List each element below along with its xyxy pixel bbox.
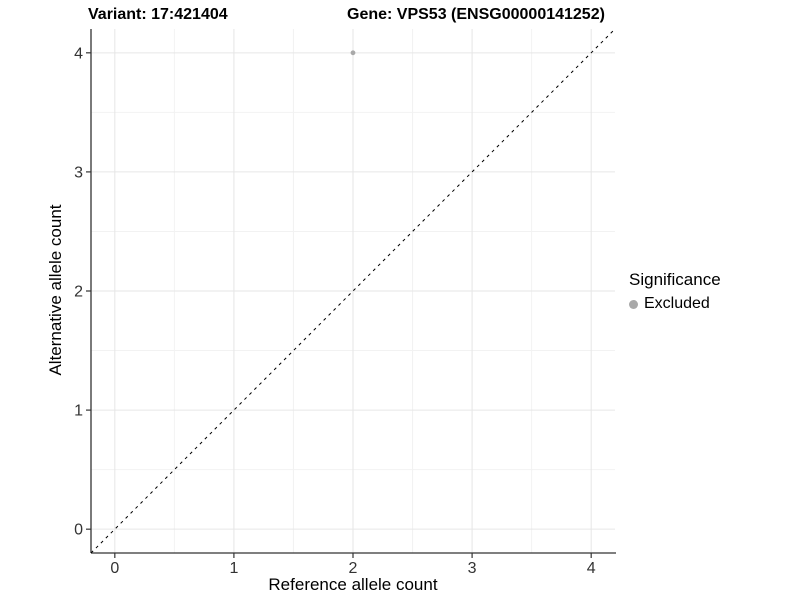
legend-title: Significance [629,270,721,289]
legend-entry: Excluded [629,295,721,313]
y-tick-label: 0 [74,522,83,539]
variant-title: Variant: 17:421404 [88,6,228,23]
gene-title: Gene: VPS53 (ENSG00000141252) [347,6,605,23]
x-tick-label: 1 [229,560,238,577]
y-tick-label: 1 [74,403,83,420]
x-tick-label: 3 [468,560,477,577]
y-axis-title: Alternative allele count [46,204,65,376]
x-tick-label: 4 [587,560,596,577]
x-tick-label: 2 [349,560,358,577]
x-axis-title: Reference allele count [268,575,438,594]
excluded-point-icon [629,299,638,309]
x-tick-label: 0 [110,560,119,577]
y-tick-label: 2 [74,284,83,301]
data-point [350,50,356,56]
legend: Significance Excluded [629,270,721,313]
identity-line [90,28,616,554]
y-tick-label: 4 [74,45,83,62]
y-tick-label: 3 [74,164,83,181]
legend-entry-label: Excluded [644,295,710,312]
